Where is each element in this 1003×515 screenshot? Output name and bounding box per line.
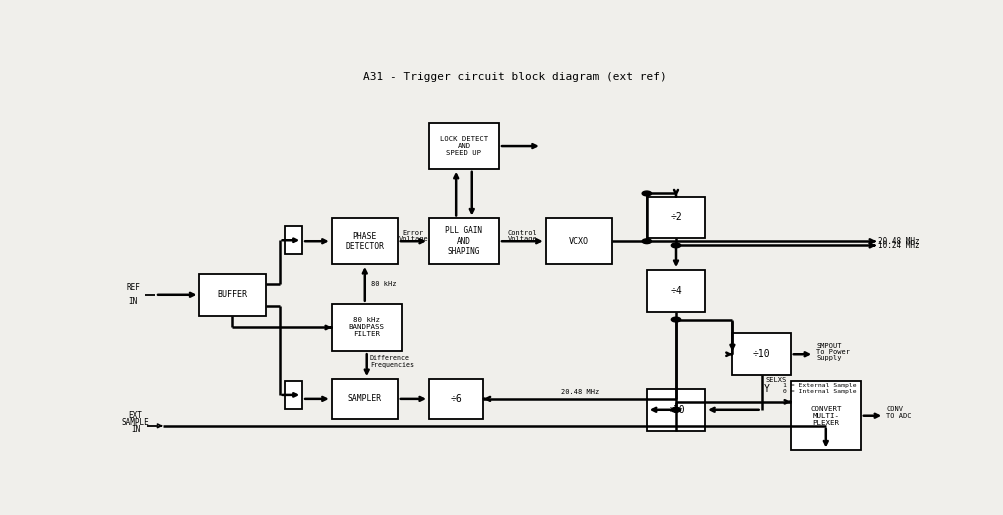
Text: To Power: To Power xyxy=(815,349,850,355)
FancyBboxPatch shape xyxy=(428,218,498,264)
FancyBboxPatch shape xyxy=(646,270,704,312)
FancyBboxPatch shape xyxy=(646,389,704,431)
Text: 20.48 MHz: 20.48 MHz xyxy=(877,237,919,246)
Circle shape xyxy=(642,239,651,244)
FancyBboxPatch shape xyxy=(428,123,498,169)
Text: Supply: Supply xyxy=(815,355,842,361)
Text: Error: Error xyxy=(402,230,423,235)
Text: BUFFER: BUFFER xyxy=(218,290,248,299)
FancyBboxPatch shape xyxy=(285,381,302,409)
Text: ÷10: ÷10 xyxy=(667,405,684,415)
Text: IN: IN xyxy=(128,297,137,306)
FancyBboxPatch shape xyxy=(331,304,401,351)
Text: VCXO: VCXO xyxy=(568,237,588,246)
Text: Frequencies: Frequencies xyxy=(369,362,413,368)
Text: PHASE
DETECTOR: PHASE DETECTOR xyxy=(345,232,384,251)
FancyBboxPatch shape xyxy=(790,381,860,451)
Text: PLL GAIN
AND
SHAPING: PLL GAIN AND SHAPING xyxy=(445,226,482,256)
FancyBboxPatch shape xyxy=(200,274,265,316)
Text: REF: REF xyxy=(126,283,140,292)
Text: 10.24 MHz: 10.24 MHz xyxy=(877,241,919,250)
Circle shape xyxy=(671,407,680,412)
FancyBboxPatch shape xyxy=(732,333,790,375)
Text: Control: Control xyxy=(507,230,537,235)
Text: ÷4: ÷4 xyxy=(669,286,681,296)
Text: SELXS: SELXS xyxy=(764,377,786,383)
Text: Voltage: Voltage xyxy=(398,236,428,242)
Text: Voltage: Voltage xyxy=(507,236,537,242)
Text: CONV: CONV xyxy=(886,406,903,411)
Text: Y: Y xyxy=(763,384,769,393)
Text: Difference: Difference xyxy=(369,355,409,362)
Text: ÷10: ÷10 xyxy=(752,349,769,359)
Text: TO ADC: TO ADC xyxy=(886,413,911,419)
FancyBboxPatch shape xyxy=(331,379,397,419)
Text: A31 - Trigger circuit block diagram (ext ref): A31 - Trigger circuit block diagram (ext… xyxy=(362,72,666,82)
FancyBboxPatch shape xyxy=(546,218,611,264)
Circle shape xyxy=(671,243,680,248)
FancyBboxPatch shape xyxy=(331,218,397,264)
Text: SAMPLE: SAMPLE xyxy=(121,418,149,427)
Text: LOCK DETECT
AND
SPEED UP: LOCK DETECT AND SPEED UP xyxy=(439,136,487,156)
Text: ÷6: ÷6 xyxy=(450,394,461,404)
Text: 80 kHz: 80 kHz xyxy=(371,281,396,287)
Text: IN: IN xyxy=(130,424,140,434)
Text: EXT: EXT xyxy=(128,411,142,420)
Text: 1 = External Sample: 1 = External Sample xyxy=(781,383,856,388)
Circle shape xyxy=(671,317,680,322)
Text: ÷2: ÷2 xyxy=(669,213,681,222)
Text: 80 kHz
BANDPASS
FILTER: 80 kHz BANDPASS FILTER xyxy=(348,317,384,337)
Text: 20.48 MHz: 20.48 MHz xyxy=(560,389,598,394)
Text: CONVERT
MULTI-
PLEXER: CONVERT MULTI- PLEXER xyxy=(809,406,841,426)
Circle shape xyxy=(642,191,651,196)
FancyBboxPatch shape xyxy=(428,379,483,419)
FancyBboxPatch shape xyxy=(646,197,704,238)
FancyBboxPatch shape xyxy=(285,227,302,254)
Text: SAMPLER: SAMPLER xyxy=(347,394,381,403)
Text: SMPOUT: SMPOUT xyxy=(815,342,842,349)
Text: 0 = Internal Sample: 0 = Internal Sample xyxy=(781,389,856,394)
